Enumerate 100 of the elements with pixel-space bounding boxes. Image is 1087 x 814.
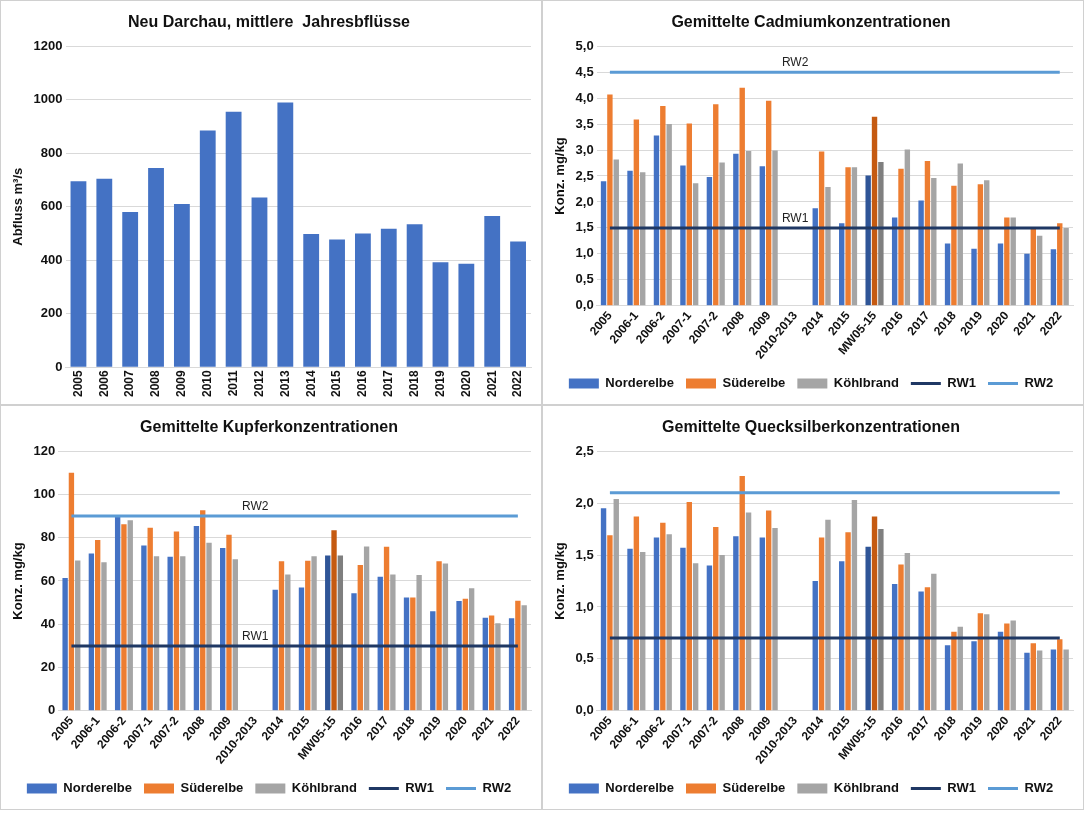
bar: [627, 170, 633, 306]
y-tick-label: 2,0: [575, 494, 594, 510]
bar: [200, 510, 206, 711]
bar: [272, 589, 278, 711]
y-tick-label: 400: [40, 251, 63, 267]
y-tick-label: 20: [40, 659, 56, 675]
bar: [1030, 227, 1037, 306]
bar: [600, 508, 607, 711]
bar: [660, 522, 666, 711]
x-tick-label: 2012: [251, 369, 266, 398]
x-tick-label: 2014: [303, 369, 318, 398]
chart-title: Gemittelte Cadmiumkonzentrationen: [671, 13, 951, 31]
bar: [1024, 652, 1030, 711]
bar: [277, 102, 294, 367]
y-axis-title: Konz. mg/kg: [10, 542, 26, 620]
bar: [1004, 217, 1010, 306]
y-tick-label: 120: [33, 442, 56, 458]
bar: [442, 563, 449, 711]
bar: [1057, 223, 1063, 306]
bar: [660, 105, 666, 306]
x-tick-label: 2018: [406, 369, 421, 398]
bar: [633, 119, 640, 306]
bar: [944, 645, 951, 711]
bar: [733, 536, 739, 711]
bar: [640, 172, 646, 306]
bar: [759, 166, 766, 306]
bar: [482, 617, 488, 711]
bar: [1010, 620, 1016, 711]
bar: [924, 160, 931, 306]
x-tick-label: 2019: [432, 369, 447, 398]
bar: [918, 200, 924, 306]
bar: [68, 472, 75, 711]
chart-title: Gemittelte Quecksilberkonzentrationen: [662, 418, 960, 436]
y-tick-label: 0: [55, 358, 63, 374]
bar: [153, 556, 160, 711]
bar: [944, 243, 951, 306]
bar: [719, 162, 725, 306]
y-tick-label: 1000: [33, 91, 63, 107]
bar: [363, 546, 370, 711]
bar: [686, 502, 692, 711]
bar: [613, 498, 619, 711]
bar: [226, 534, 232, 711]
annotation: RW1: [242, 629, 269, 644]
legend-label: RW1: [947, 780, 976, 796]
bar: [971, 641, 977, 711]
bar: [640, 551, 646, 711]
x-tick-label: 2011: [225, 369, 240, 397]
bar: [865, 175, 871, 306]
y-tick-label: 5,0: [575, 37, 594, 53]
bar: [410, 597, 416, 711]
bar: [845, 532, 851, 711]
bar: [666, 534, 672, 711]
legend-label: RW2: [1024, 375, 1054, 391]
bar: [1030, 643, 1037, 711]
bar: [225, 111, 242, 367]
bar: [891, 584, 898, 711]
bar: [812, 580, 818, 711]
bar: [607, 94, 613, 306]
bar: [484, 216, 501, 367]
bar: [357, 564, 363, 711]
bar: [686, 123, 692, 306]
bar: [303, 234, 320, 367]
bar: [456, 601, 462, 711]
bar: [898, 168, 904, 306]
y-tick-label: 2,5: [575, 442, 594, 458]
y-tick-label: 1,0: [575, 598, 594, 614]
bar: [931, 573, 937, 711]
bar: [627, 548, 633, 711]
bar: [818, 537, 825, 711]
bar: [825, 186, 831, 306]
bar: [95, 540, 101, 711]
legend-label: Norderelbe: [63, 780, 132, 796]
bar: [951, 631, 957, 711]
y-tick-label: 60: [40, 572, 56, 588]
bar: [904, 552, 911, 711]
bar: [311, 556, 317, 711]
bar: [325, 555, 331, 711]
y-tick-label: 2,5: [575, 167, 594, 183]
legend-label: RW1: [405, 780, 434, 796]
bar: [147, 527, 153, 711]
y-tick-label: 100: [33, 486, 56, 502]
bar: [971, 248, 977, 306]
bar: [706, 565, 713, 711]
bar: [462, 598, 469, 711]
bar: [1010, 217, 1016, 306]
bar: [765, 100, 772, 306]
bar: [680, 165, 686, 306]
y-axis-title: Abfluss m³/s: [10, 167, 26, 246]
bar: [957, 163, 963, 306]
legend-label: Süderelbe: [180, 780, 244, 796]
bar: [745, 512, 752, 711]
y-tick-label: 1200: [33, 37, 63, 53]
y-tick-label: 0,5: [575, 271, 594, 287]
bar: [865, 546, 871, 711]
bar: [377, 576, 383, 711]
bar: [173, 531, 180, 711]
bar: [600, 181, 607, 306]
x-tick-label: 2006: [96, 369, 111, 398]
bar: [739, 87, 745, 306]
bar: [278, 561, 285, 711]
